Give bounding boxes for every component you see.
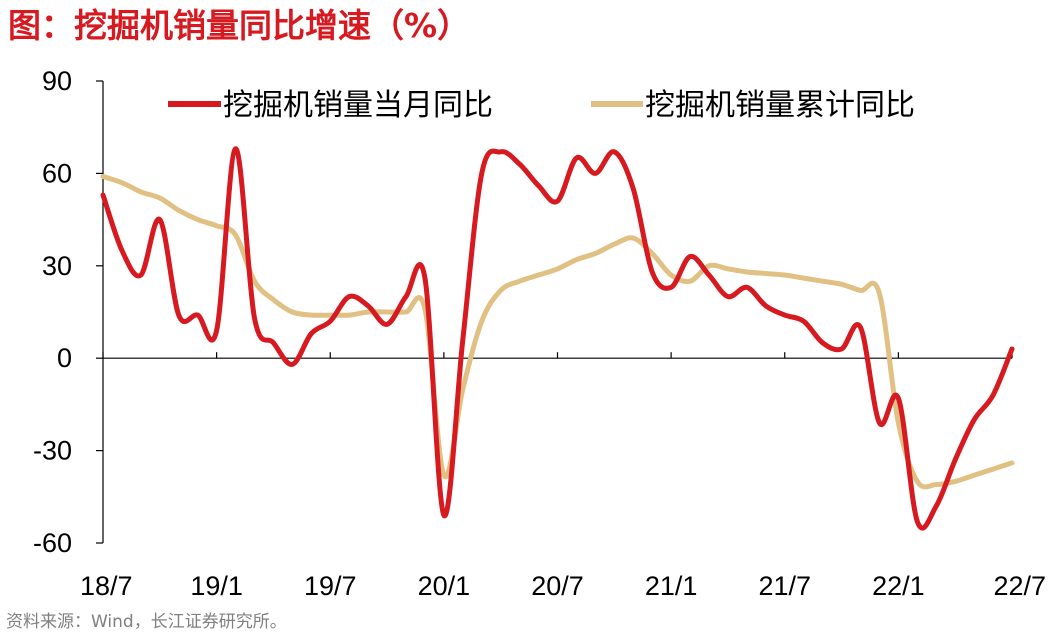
source-note: 资料来源：Wind，长江证券研究所。: [6, 612, 287, 632]
series-line-cumulative-yoy: [100, 173, 1015, 490]
chart-legend: 挖掘机销量当月同比 挖掘机销量累计同比: [168, 88, 915, 123]
y-tick-label: 30: [42, 251, 72, 281]
legend-label: 挖掘机销量累计同比: [645, 88, 915, 123]
y-tick-label: 0: [57, 343, 72, 373]
legend-label: 挖掘机销量当月同比: [223, 88, 493, 123]
x-tick-label: 22/1: [872, 571, 925, 601]
chart-axes: 90 60 30 0 -30 -60 18/7 19/1 19/7 20/1 20/7 21/1 21/…: [33, 66, 1046, 601]
x-tick-label: 18/7: [80, 571, 133, 601]
y-tick-label: 60: [42, 158, 72, 188]
x-tick-label: 22/7: [993, 571, 1046, 601]
y-tick-label: -60: [33, 528, 72, 558]
legend-monthly-yoy: 挖掘机销量当月同比: [168, 88, 493, 123]
legend-cumulative-yoy: 挖掘机销量累计同比: [591, 88, 915, 123]
x-tick-label: 20/7: [531, 571, 584, 601]
x-tick-label: 19/7: [304, 571, 357, 601]
series-line-monthly-yoy: [100, 146, 1015, 531]
x-tick-label: 21/1: [645, 571, 698, 601]
x-tick-label: 19/1: [190, 571, 243, 601]
chart-title: 图：挖掘机销量同比增速（%）: [8, 6, 471, 45]
y-tick-label: -30: [33, 436, 72, 466]
x-tick-label: 20/1: [418, 571, 471, 601]
x-tick-label: 21/7: [758, 571, 811, 601]
line-chart: 90 60 30 0 -30 -60 18/7 19/1 19/7 20/1 20/7 21/1 21/…: [33, 66, 1046, 601]
y-tick-label: 90: [42, 66, 72, 96]
series-layer: [100, 146, 1015, 531]
